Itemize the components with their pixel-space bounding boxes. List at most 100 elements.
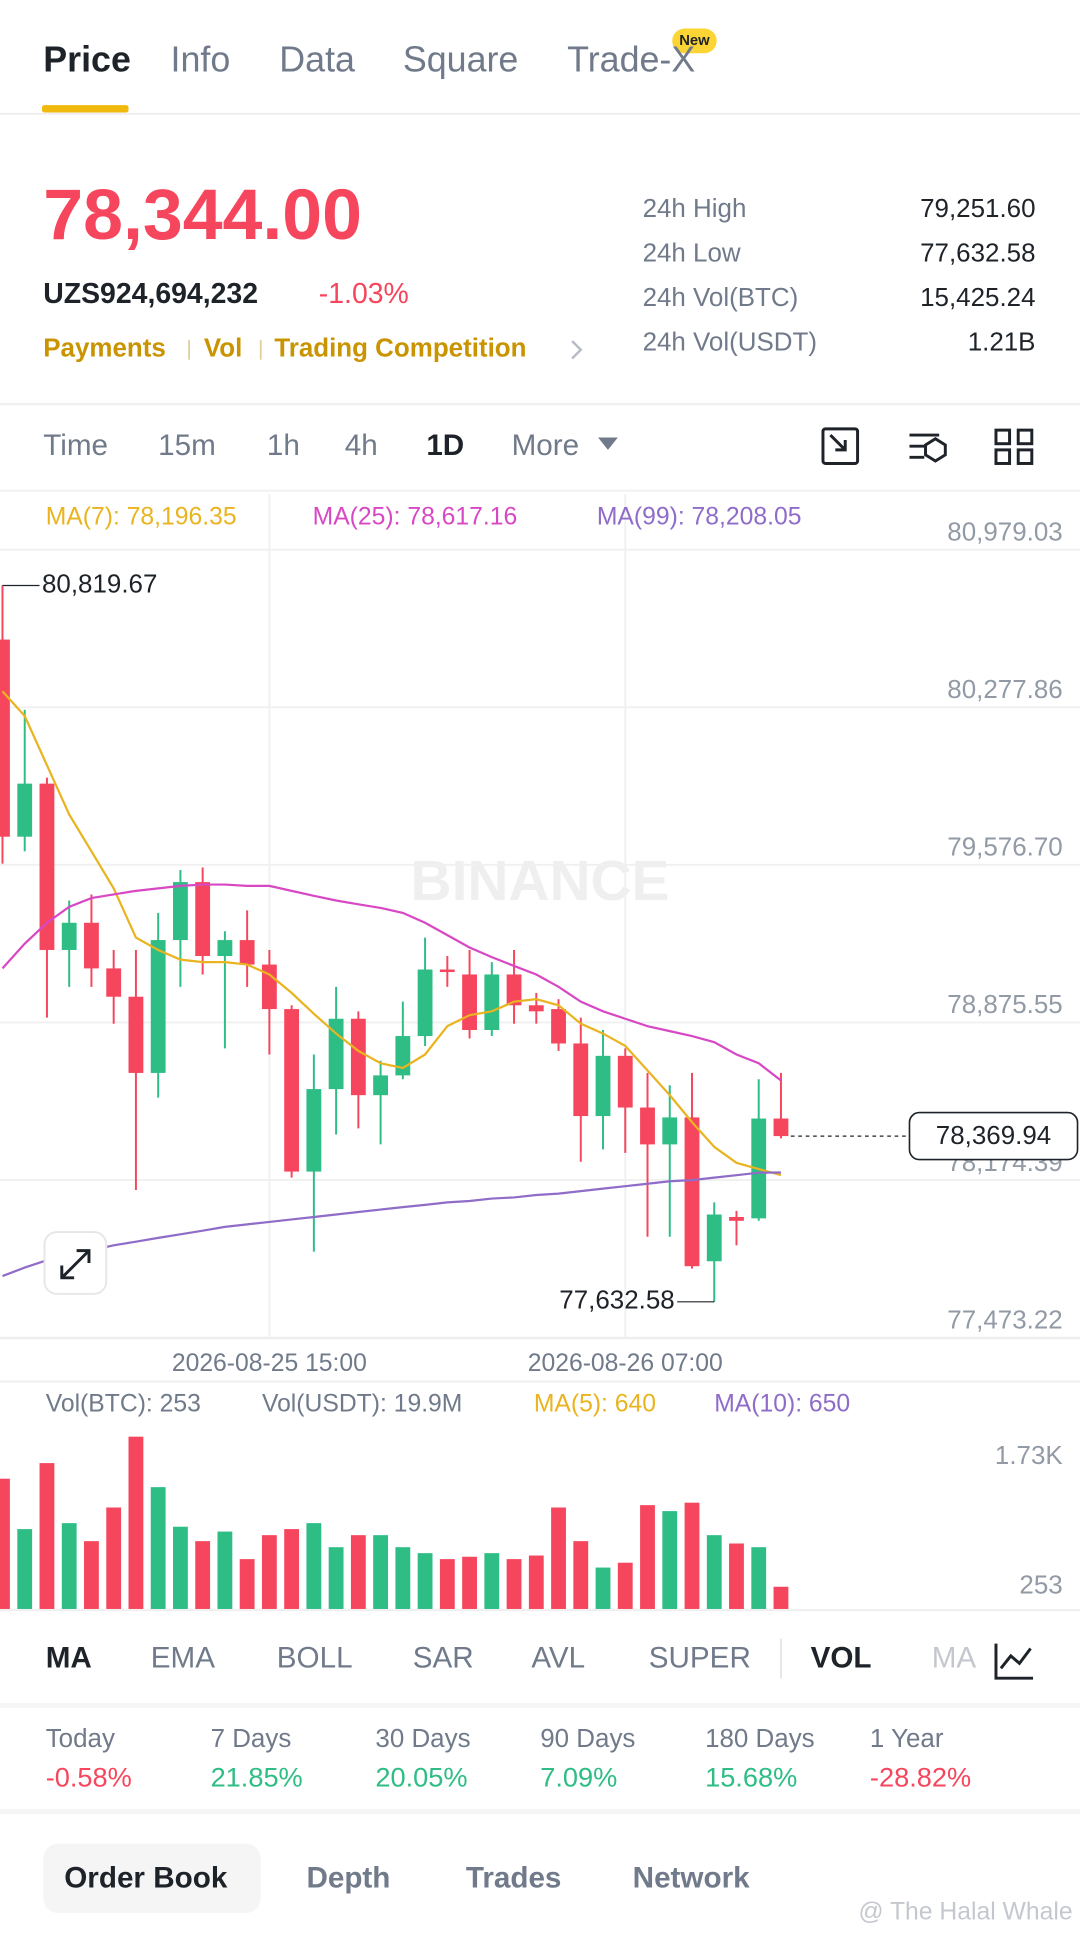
- volume-bar: [84, 1541, 99, 1609]
- y-tick-label: 80,979.03: [947, 518, 1062, 546]
- period-label: 90 Days: [540, 1725, 635, 1753]
- indicator-tab[interactable]: EMA: [151, 1641, 215, 1674]
- grid-icon: [1016, 428, 1034, 446]
- period-label: 180 Days: [705, 1725, 815, 1753]
- stat-value: 15,425.24: [920, 284, 1035, 312]
- extreme-label: 77,632.58: [559, 1287, 674, 1315]
- grid-icon[interactable]: [994, 428, 1012, 446]
- period-change: -28.82%: [870, 1762, 971, 1793]
- tab[interactable]: Trade-X: [567, 39, 695, 79]
- y-tick-label: 1.73K: [995, 1442, 1063, 1470]
- promo-link[interactable]: Trading Competition: [274, 335, 526, 363]
- indicator-tab[interactable]: VOL: [811, 1641, 872, 1674]
- candle-body: [506, 974, 522, 1006]
- volume-bar: [640, 1505, 655, 1609]
- candle-body: [395, 1036, 411, 1076]
- settings-icon[interactable]: [924, 437, 947, 463]
- bottom-tab[interactable]: Depth: [306, 1861, 390, 1894]
- candle-body: [306, 1089, 322, 1172]
- volume-bar: [417, 1553, 433, 1609]
- candle-body: [373, 1075, 389, 1096]
- bottom-tab[interactable]: Network: [633, 1861, 750, 1894]
- volume-bar: [684, 1502, 700, 1609]
- tab[interactable]: Square: [403, 39, 519, 79]
- watermark-credit: @ The Halal Whale: [858, 1898, 1072, 1925]
- candle-body: [662, 1117, 678, 1145]
- candle-body: [528, 1005, 544, 1012]
- last-price-label: 78,369.94: [936, 1122, 1051, 1150]
- interval[interactable]: 1h: [267, 429, 300, 462]
- volume-bar: [551, 1507, 566, 1609]
- expand-button[interactable]: [43, 1231, 108, 1295]
- active-tab-bg[interactable]: [43, 1843, 261, 1913]
- volume-bar: [239, 1559, 255, 1609]
- candle-body: [61, 922, 77, 950]
- indicator-tab[interactable]: AVL: [531, 1641, 585, 1674]
- candle-body: [684, 1117, 700, 1267]
- period-label: 30 Days: [375, 1725, 470, 1753]
- volume-bar: [150, 1487, 166, 1609]
- bottom-tab[interactable]: Order Book: [64, 1861, 228, 1894]
- interval[interactable]: 4h: [345, 429, 378, 462]
- period-label: 1 Year: [870, 1725, 944, 1753]
- candle-body: [573, 1043, 589, 1117]
- indicator-settings-icon[interactable]: [994, 1643, 1034, 1680]
- indicator-tab[interactable]: MA: [46, 1641, 92, 1674]
- period-change: 21.85%: [211, 1762, 303, 1793]
- candle-body: [462, 974, 477, 1030]
- grid-icon: [994, 448, 1012, 465]
- stat-value: 79,251.60: [920, 195, 1035, 223]
- indicator-tab[interactable]: SUPER: [649, 1641, 751, 1674]
- volume-bar: [439, 1559, 455, 1609]
- period-label: Today: [46, 1725, 115, 1753]
- candle-body: [773, 1118, 789, 1137]
- volume-bar: [261, 1535, 277, 1609]
- watermark: BINANCE: [411, 850, 670, 913]
- indicator-tab[interactable]: BOLL: [277, 1641, 353, 1674]
- volume-bar: [373, 1535, 389, 1609]
- interval[interactable]: 1D: [426, 429, 464, 462]
- volume-legend: Vol(USDT): 19.9M: [262, 1391, 462, 1418]
- promo-link[interactable]: Payments: [43, 335, 166, 363]
- stat-value: 1.21B: [968, 328, 1036, 356]
- stat-value: 77,632.58: [920, 240, 1035, 268]
- volume-bar: [195, 1541, 211, 1609]
- tab[interactable]: Data: [279, 39, 355, 79]
- new-badge: New: [679, 33, 710, 49]
- divider: [0, 1702, 1080, 1708]
- expand-icon: [60, 1249, 91, 1280]
- volume-legend: MA(10): 650: [714, 1391, 850, 1418]
- volume-bar: [395, 1547, 411, 1609]
- interval[interactable]: More: [512, 429, 580, 462]
- new-badge-bg: [672, 28, 717, 54]
- bottom-tab[interactable]: Trades: [466, 1861, 562, 1894]
- indicator-tab[interactable]: SAR: [413, 1641, 474, 1674]
- tab[interactable]: Info: [171, 39, 231, 79]
- period-change: 15.68%: [705, 1762, 797, 1793]
- period-change: 20.05%: [375, 1762, 467, 1793]
- volume-bar: [773, 1586, 789, 1609]
- volume-bar: [751, 1547, 767, 1609]
- chevron[interactable]: [571, 340, 583, 360]
- volume-bar: [729, 1543, 744, 1609]
- indicator-tab[interactable]: MA: [932, 1641, 977, 1674]
- volume-legend: Vol(BTC): 253: [46, 1391, 201, 1418]
- tab[interactable]: Price: [43, 39, 131, 79]
- dropdown-caret[interactable]: [598, 437, 618, 450]
- y-tick-label: 79,576.70: [947, 834, 1062, 862]
- volume-bar: [573, 1541, 589, 1609]
- volume-bar: [462, 1556, 477, 1609]
- interval[interactable]: Time: [43, 429, 108, 462]
- chart-tools[interactable]: [821, 427, 1034, 465]
- x-tick-label: 2026-08-25 15:00: [172, 1350, 367, 1377]
- price-change: -1.03%: [319, 278, 409, 310]
- volume-bar: [528, 1555, 544, 1609]
- period-change: 7.09%: [540, 1762, 617, 1793]
- interval[interactable]: 15m: [158, 429, 216, 462]
- last-price-box: [908, 1111, 1079, 1161]
- promo-link[interactable]: Vol: [204, 335, 242, 363]
- ma-line: [1, 883, 782, 1082]
- grid-icon: [1016, 448, 1034, 465]
- fullscreen-icon[interactable]: [821, 427, 860, 465]
